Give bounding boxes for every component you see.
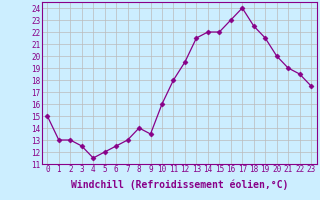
X-axis label: Windchill (Refroidissement éolien,°C): Windchill (Refroidissement éolien,°C) <box>70 180 288 190</box>
